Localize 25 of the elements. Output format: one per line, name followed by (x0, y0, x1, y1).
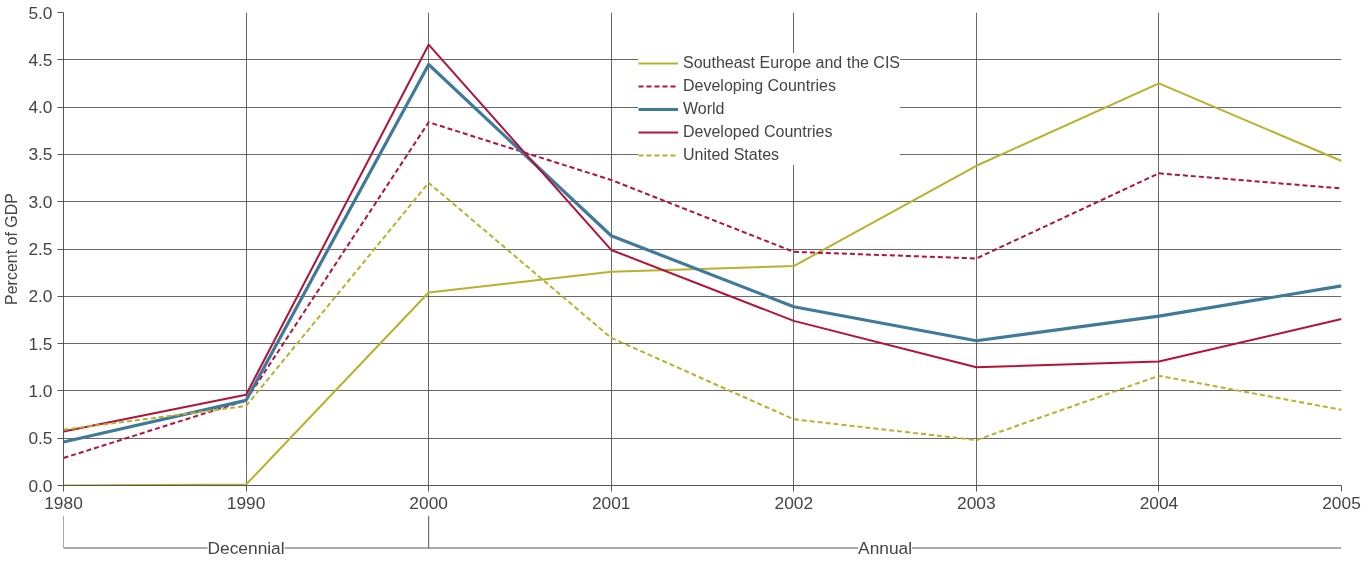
legend-label: Southeast Europe and the CIS (683, 54, 901, 72)
y-tick-label: 1.0 (28, 380, 53, 401)
x-tick-label: 2000 (409, 492, 448, 513)
y-tick-label: 1.5 (28, 333, 53, 354)
x-tick-label: 2002 (774, 492, 814, 513)
y-tick-label: 3.5 (28, 144, 53, 165)
y-axis-title: Percent of GDP (3, 192, 21, 306)
text: Annual (858, 538, 913, 558)
y-tick-label: 5.0 (28, 2, 53, 23)
x-tick-label: 2004 (1139, 492, 1179, 513)
y-tick-label: 3.0 (28, 191, 53, 212)
x-tick-label: 2001 (591, 492, 631, 513)
y-tick-label: 0.5 (28, 428, 53, 449)
x-tick-label: 2003 (957, 492, 996, 513)
legend-label: United States (683, 146, 780, 164)
legend-label: World (683, 100, 725, 118)
legend-label: Developed Countries (683, 123, 833, 141)
text: Decennial (207, 538, 285, 558)
y-tick-label: 4.5 (28, 49, 53, 70)
legend-label: Developing Countries (683, 77, 836, 95)
y-tick-label: 4.0 (28, 97, 53, 118)
x-tick-label: 1990 (226, 492, 266, 513)
y-tick-label: 2.5 (28, 239, 53, 259)
x-tick-label: 2005 (1322, 492, 1361, 513)
y-tick-label: 2.0 (28, 286, 53, 307)
